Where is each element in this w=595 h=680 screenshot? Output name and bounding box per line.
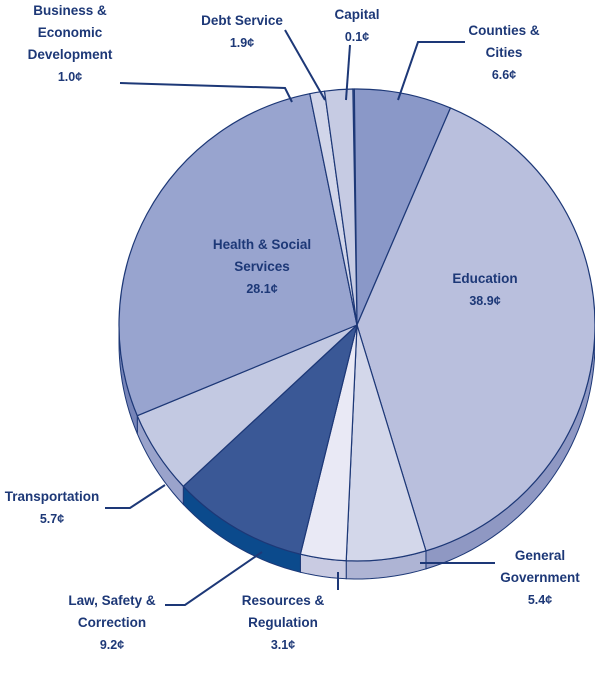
leader-line xyxy=(165,551,263,606)
slice-label: Education 38.9¢ xyxy=(440,268,530,312)
category-label: Health & Social Services xyxy=(212,237,312,274)
value-label: 28.1¢ xyxy=(246,282,278,296)
slice-label: Business & Economic Development 1.0¢ xyxy=(22,0,118,88)
slice-label: Resources & Regulation 3.1¢ xyxy=(234,590,332,656)
value-label: 0.1¢ xyxy=(344,30,370,44)
value-label: 1.9¢ xyxy=(229,36,255,50)
slice xyxy=(323,88,358,326)
value-label: 5.4¢ xyxy=(527,593,553,607)
slice-label: Counties & Cities 6.6¢ xyxy=(463,20,545,86)
category-label: Capital xyxy=(334,7,380,22)
category-label: Business & Economic Development xyxy=(27,3,113,62)
value-label: 1.0¢ xyxy=(57,70,83,84)
value-label: 38.9¢ xyxy=(469,294,501,308)
value-label: 3.1¢ xyxy=(270,638,296,652)
slice-label: Health & Social Services 28.1¢ xyxy=(206,234,318,300)
slice-label: Law, Safety & Correction 9.2¢ xyxy=(60,590,164,656)
category-label: Resources & Regulation xyxy=(241,593,325,630)
value-label: 6.6¢ xyxy=(491,68,517,82)
leader-line xyxy=(397,41,465,101)
value-label: 9.2¢ xyxy=(99,638,125,652)
slice-label: Transportation 5.7¢ xyxy=(0,486,104,530)
value-label: 5.7¢ xyxy=(39,512,65,526)
slice-label: General Government 5.4¢ xyxy=(494,545,586,611)
slice xyxy=(182,324,358,555)
category-label: General Government xyxy=(500,548,580,585)
category-label: Education xyxy=(452,271,518,286)
slice-label: Debt Service 1.9¢ xyxy=(187,10,297,54)
category-label: Law, Safety & Correction xyxy=(68,593,156,630)
leader-line xyxy=(345,44,351,101)
leader-line xyxy=(284,29,326,101)
leader-line xyxy=(105,484,166,509)
category-label: Debt Service xyxy=(201,13,283,28)
slice-label: Capital 0.1¢ xyxy=(322,4,392,48)
leader-line xyxy=(119,82,293,103)
category-label: Counties & Cities xyxy=(468,23,540,60)
slice xyxy=(118,93,358,417)
category-label: Transportation xyxy=(4,489,100,504)
